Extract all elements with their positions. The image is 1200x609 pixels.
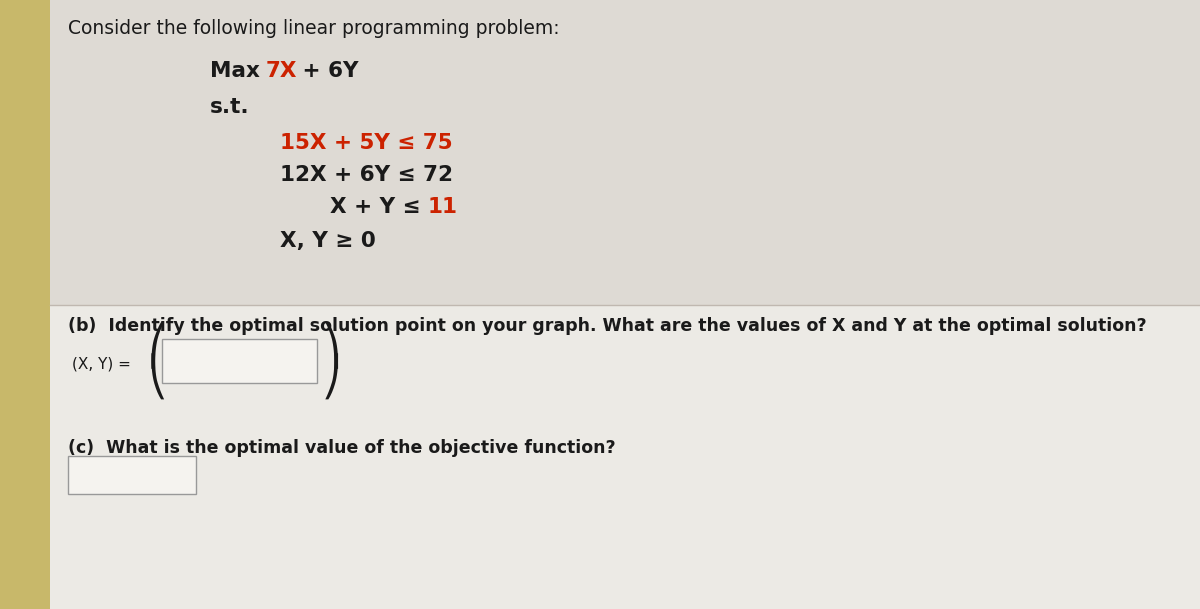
Text: (X, Y) =: (X, Y) = — [72, 356, 131, 371]
Text: Max: Max — [210, 61, 275, 81]
Text: 11: 11 — [428, 197, 458, 217]
Text: (b)  Identify the optimal solution point on your graph. What are the values of X: (b) Identify the optimal solution point … — [68, 317, 1147, 335]
FancyBboxPatch shape — [162, 339, 317, 383]
Bar — [0, 0, 50, 609]
Text: (c)  What is the optimal value of the objective function?: (c) What is the optimal value of the obj… — [68, 439, 616, 457]
Bar — [0, 0, 1200, 305]
Bar — [0, 305, 1200, 609]
Text: 12X + 6Y ≤ 72: 12X + 6Y ≤ 72 — [280, 165, 454, 185]
FancyBboxPatch shape — [68, 456, 196, 494]
Text: X, Y ≥ 0: X, Y ≥ 0 — [280, 231, 376, 251]
Text: + 6Y: + 6Y — [295, 61, 359, 81]
Text: 15X + 5Y ≤ 75: 15X + 5Y ≤ 75 — [280, 133, 452, 153]
Text: ⎛
⎝: ⎛ ⎝ — [148, 322, 168, 400]
Text: 7X: 7X — [266, 61, 298, 81]
Text: Consider the following linear programming problem:: Consider the following linear programmin… — [68, 19, 559, 38]
Text: X + Y ≤: X + Y ≤ — [330, 197, 428, 217]
Text: s.t.: s.t. — [210, 97, 250, 117]
Text: ⎞
⎠: ⎞ ⎠ — [322, 322, 342, 400]
